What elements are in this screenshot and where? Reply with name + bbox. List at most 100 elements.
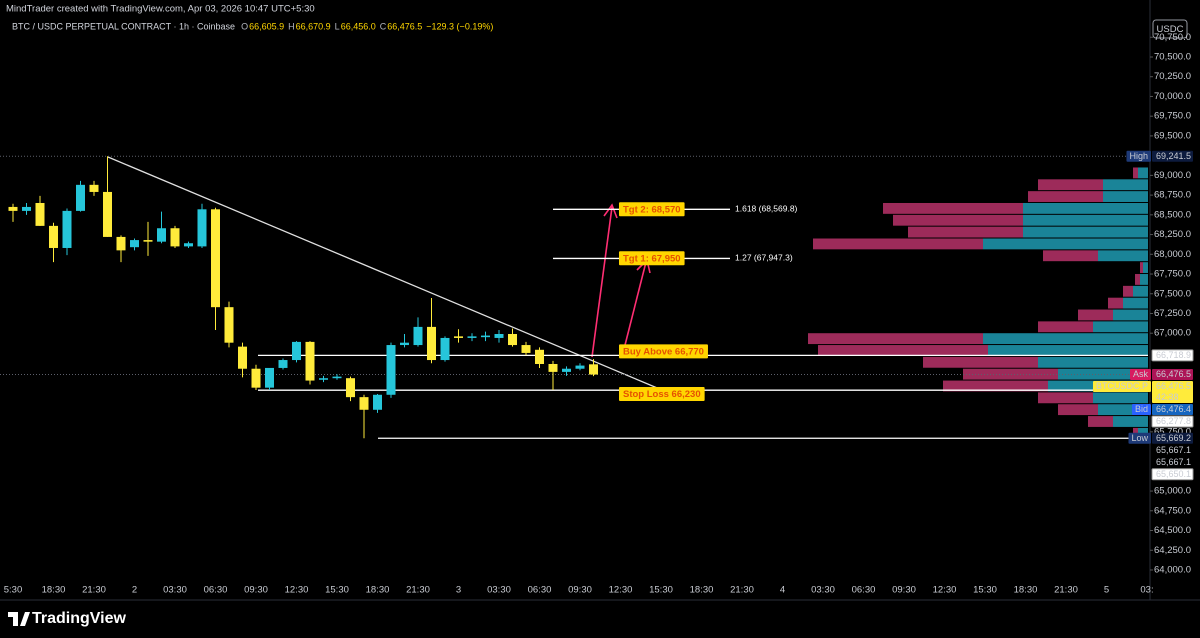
x-tick-label: 03:30 xyxy=(811,585,835,596)
price-badge xyxy=(1152,404,1193,416)
candle-body xyxy=(211,209,220,308)
volume-buy xyxy=(1038,356,1148,368)
x-tick-label: 06:30 xyxy=(204,585,228,596)
volume-sell xyxy=(1028,191,1103,202)
x-tick-label: 03:30 xyxy=(487,585,511,596)
y-tick-label: 70,000.0 xyxy=(1154,91,1191,102)
volume-buy xyxy=(1023,226,1148,238)
volume-sell xyxy=(883,202,1023,214)
price-badge xyxy=(1151,415,1194,428)
x-tick-label: 21:30 xyxy=(730,585,754,596)
x-tick-label: 09:30 xyxy=(568,585,592,596)
badge-value: 66,277.8 xyxy=(1156,416,1191,426)
badge-value: 66,476.5 xyxy=(1156,369,1191,379)
volume-buy xyxy=(1023,214,1148,226)
volume-sell xyxy=(1108,297,1123,309)
y-tick-label: 68,000.0 xyxy=(1154,249,1191,260)
annotation-text: Tgt 2: 68,570 xyxy=(623,204,681,215)
x-tick-label: 09:30 xyxy=(892,585,916,596)
x-tick-label: 3 xyxy=(456,585,461,596)
candle-body xyxy=(170,228,180,247)
candle-body xyxy=(35,202,45,226)
price-badge xyxy=(1152,432,1193,444)
annotation: Buy Above 66,770 xyxy=(619,344,708,359)
candle-body xyxy=(521,345,531,353)
header: MindTrader created with TradingView.com,… xyxy=(6,4,315,15)
badge-value: 69,241.5 xyxy=(1156,151,1191,161)
annotation-box xyxy=(619,202,685,217)
y-tick-label: 67,250.0 xyxy=(1154,308,1191,319)
candle-body xyxy=(278,360,288,368)
y-tick-label: 64,750.0 xyxy=(1154,505,1191,516)
candle-body xyxy=(157,228,166,242)
x-tick-label: 21:30 xyxy=(1054,585,1078,596)
candle-body xyxy=(346,378,355,398)
candle-body xyxy=(62,210,72,248)
ohlc-value: 66,670.9 xyxy=(296,21,331,31)
volume-sell xyxy=(808,333,983,345)
change: −129.3 (−0.19%) xyxy=(426,21,493,31)
y-tick-label: 64,500.0 xyxy=(1154,525,1191,536)
x-tick-label: 09:30 xyxy=(244,585,268,596)
volume-sell xyxy=(813,238,983,250)
annotation-box xyxy=(619,251,685,266)
ohlc-key: C xyxy=(380,21,387,31)
candle-body xyxy=(22,206,31,211)
x-tick-label: 18:30 xyxy=(1014,585,1038,596)
volume-buy xyxy=(1133,285,1148,297)
volume-sell xyxy=(1140,262,1143,274)
x-tick-label: 18:30 xyxy=(366,585,390,596)
currency: USDC xyxy=(1157,24,1184,35)
volume-sell xyxy=(1088,416,1113,427)
volume-buy xyxy=(1123,297,1148,309)
x-tick-label: 4 xyxy=(780,585,785,596)
volume-sell xyxy=(923,356,1038,368)
y-tick-label: 64,000.0 xyxy=(1154,564,1191,575)
annotation-text: Tgt 1: 67,950 xyxy=(623,253,681,264)
y-tick-label: 67,750.0 xyxy=(1154,269,1191,280)
candle-body xyxy=(413,326,423,346)
ohlc-key: L xyxy=(335,21,340,31)
annotation-box xyxy=(619,386,705,401)
currency-box xyxy=(1152,19,1188,39)
x-tick-label: 18:30 xyxy=(42,585,66,596)
x-tick-label: 5:30 xyxy=(4,585,23,596)
price-badge xyxy=(1151,349,1194,362)
candle-body xyxy=(116,236,126,251)
candle-body xyxy=(494,334,504,338)
candle-body xyxy=(562,368,571,372)
volume-buy xyxy=(1098,404,1148,416)
volume-buy xyxy=(1093,392,1148,404)
candle-body xyxy=(575,365,585,369)
volume-buy xyxy=(1103,191,1148,202)
volume-buy xyxy=(1058,368,1148,380)
x-tick-label: 06:30 xyxy=(528,585,552,596)
ohlc-key: H xyxy=(288,21,295,31)
volume-sell xyxy=(893,214,1023,226)
candle-body xyxy=(386,345,396,395)
y-tick-label: 68,500.0 xyxy=(1154,209,1191,220)
candle-body xyxy=(427,326,436,361)
badge-tag: High xyxy=(1129,151,1148,161)
y-tick-label: 70,750.0 xyxy=(1154,32,1191,43)
price-badge xyxy=(1152,444,1193,456)
badge-tag: BTCUSDC.P xyxy=(1096,381,1148,391)
volume-sell xyxy=(818,345,988,356)
y-tick-label: 68,750.0 xyxy=(1154,190,1191,201)
x-tick-label: 21:30 xyxy=(82,585,106,596)
fib-label: 1.618 (68,569.8) xyxy=(735,204,798,214)
volume-buy xyxy=(1023,202,1148,214)
volume-buy xyxy=(1143,262,1148,274)
candle-body xyxy=(49,225,58,248)
x-tick-label: 03:30 xyxy=(163,585,187,596)
volume-sell xyxy=(1078,309,1113,321)
volume-sell xyxy=(1038,321,1093,333)
badge-sub: 42:38 xyxy=(1156,392,1179,402)
badge-tag: Low xyxy=(1131,433,1148,443)
y-tick-label: 69,000.0 xyxy=(1154,170,1191,181)
candle-body xyxy=(373,394,382,410)
badge-value: 65,667.1 xyxy=(1156,457,1191,467)
annotation: Tgt 2: 68,570 xyxy=(619,202,685,217)
